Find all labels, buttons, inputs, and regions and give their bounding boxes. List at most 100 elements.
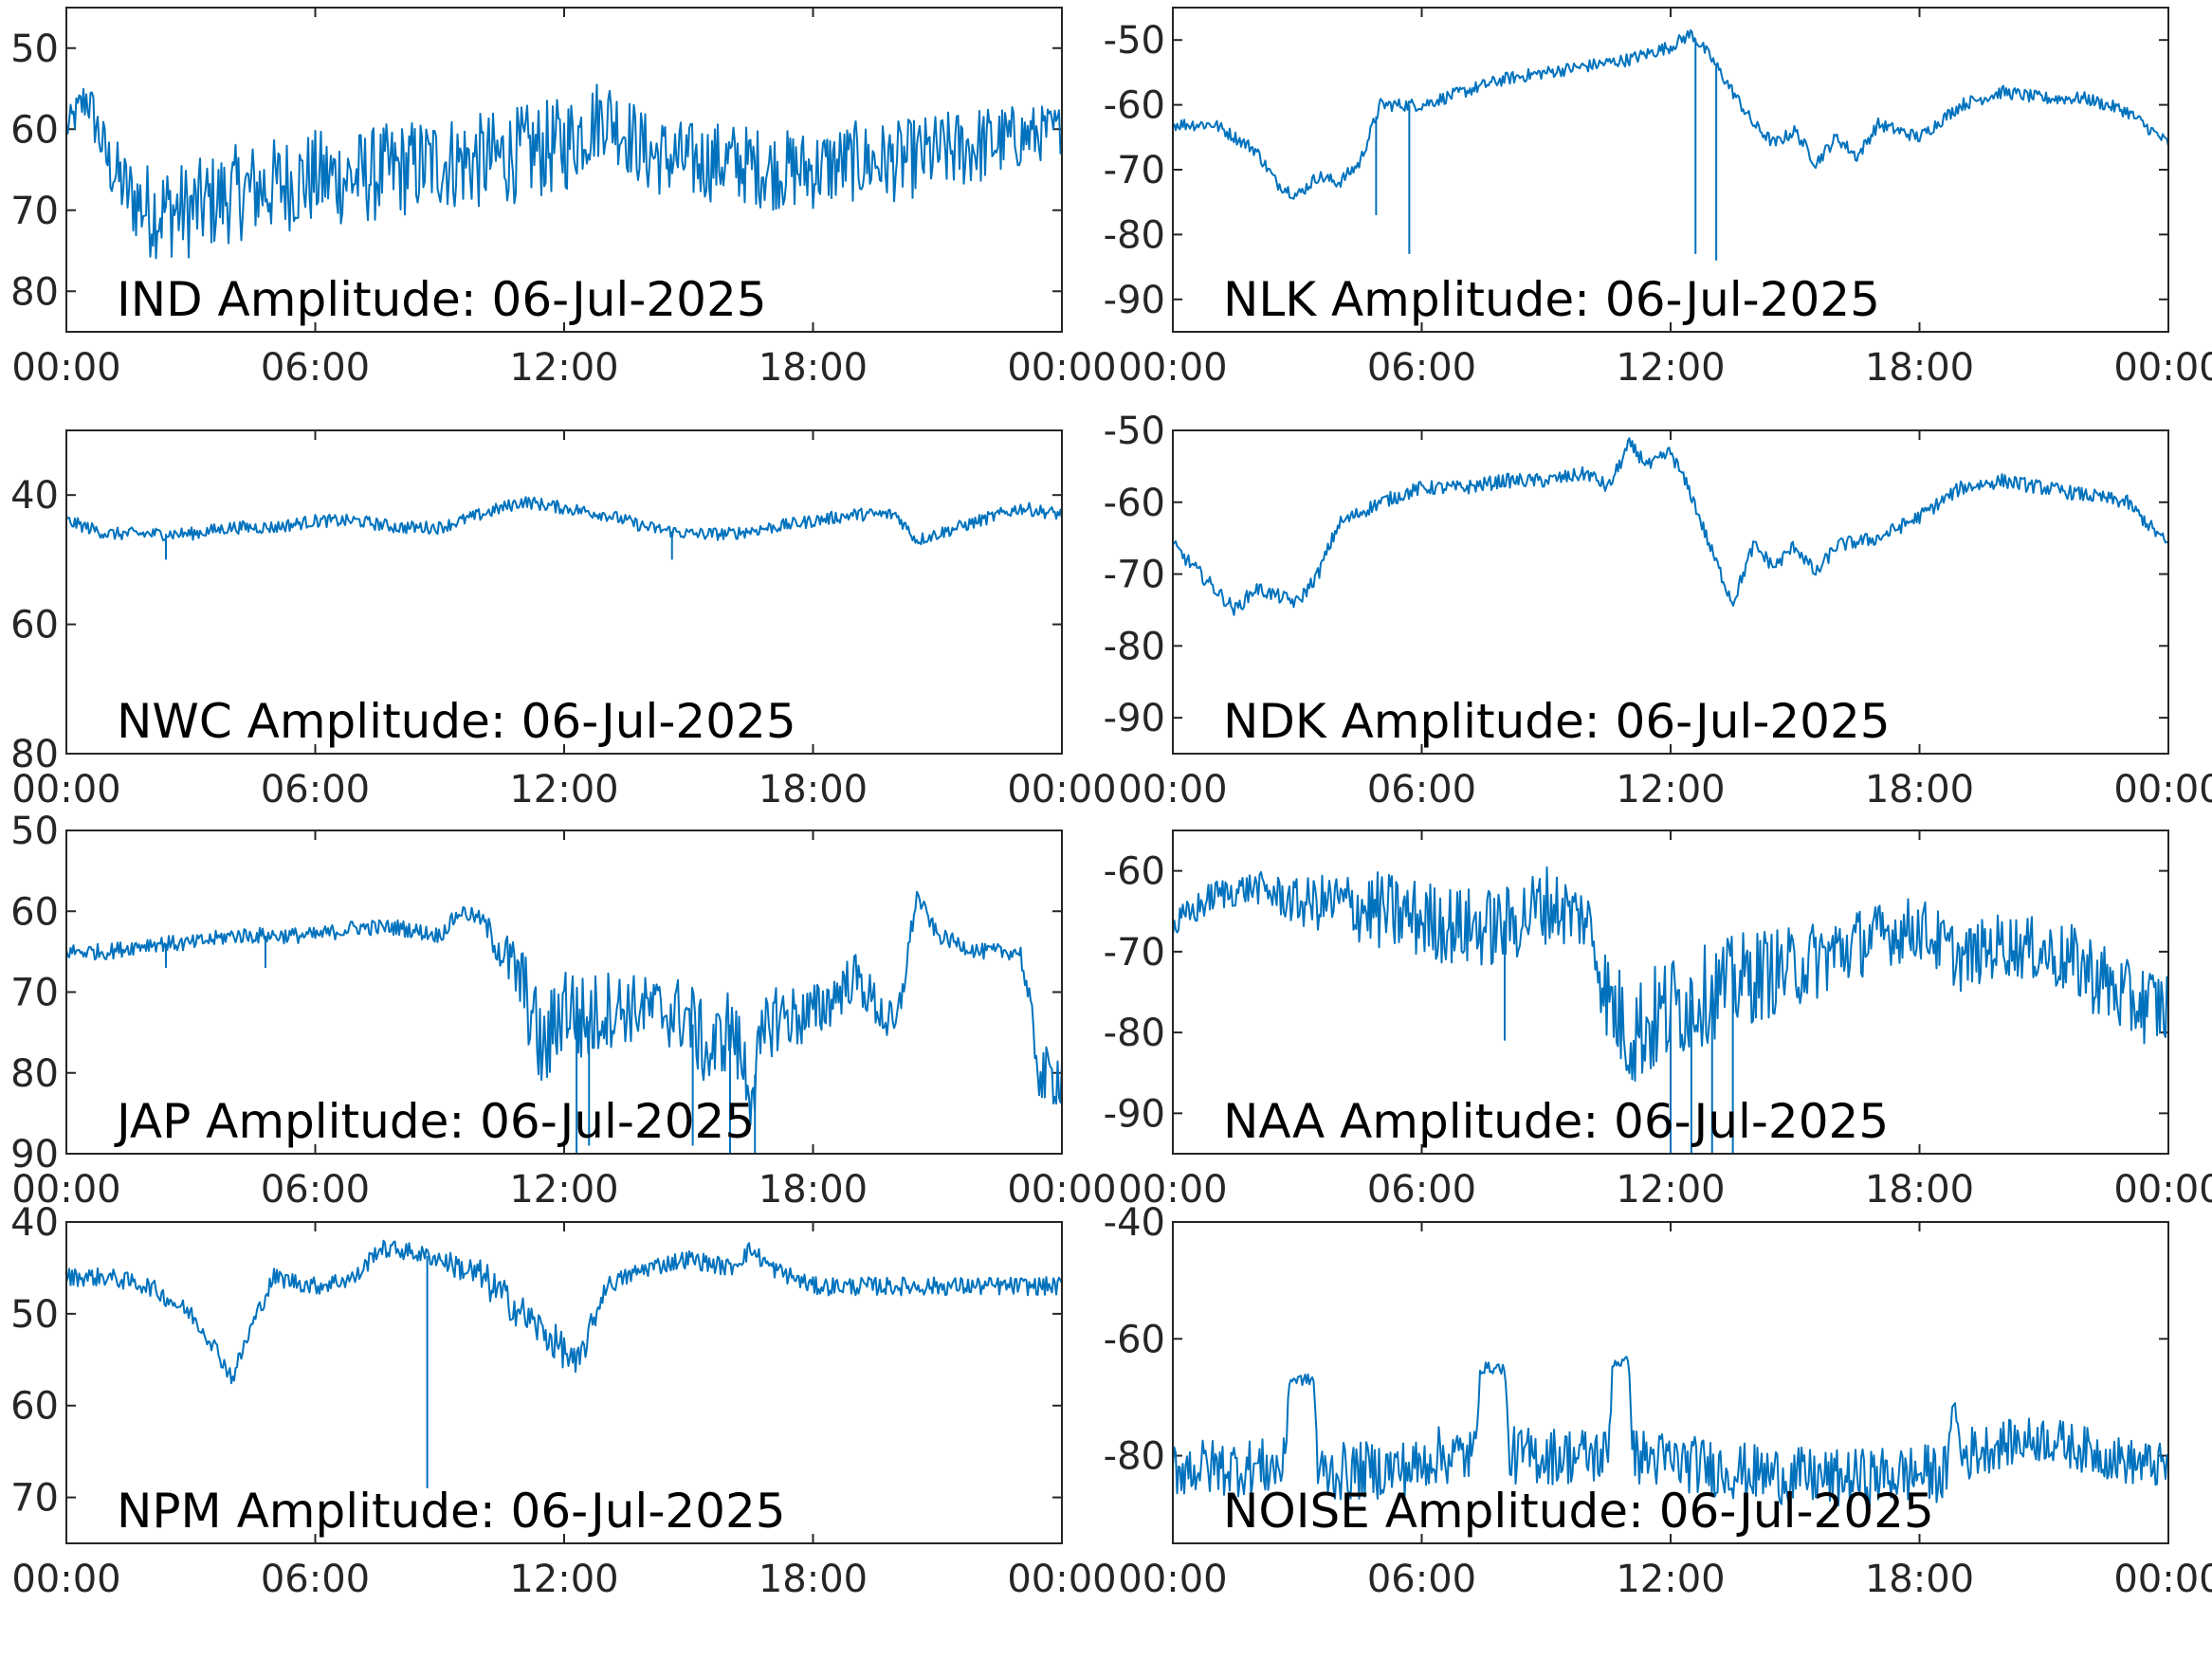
- x-tick-label: 00:00: [1007, 1168, 1116, 1212]
- x-tick-label: 06:00: [261, 1558, 370, 1601]
- panel-1: -50 -60 -70 -80 -90 00:00 06:00 12:00 18:00 00:00…: [1104, 7, 2212, 390]
- y-tick-label: -70: [1104, 554, 1165, 597]
- panel-title: NAA Amplitude: 06-Jul-2025: [1223, 1094, 1889, 1149]
- panel-0: 50 60 70 80 00:00 06:00 12:00 18:00 00:00 IND Amp…: [10, 7, 1117, 390]
- y-tick-label: 90: [10, 1133, 59, 1176]
- amplitude-trace: [1173, 1356, 2168, 1507]
- y-tick-label: 40: [10, 474, 59, 518]
- x-tick-label: 00:00: [2113, 346, 2212, 390]
- amplitude-trace: [66, 890, 1062, 1126]
- x-tick-label: 12:00: [1616, 1558, 1725, 1601]
- x-tick-label: 18:00: [759, 1558, 868, 1601]
- y-tick-label: -60: [1104, 850, 1165, 894]
- y-tick-label: -70: [1104, 149, 1165, 192]
- x-tick-label: 18:00: [759, 768, 868, 811]
- x-tick-label: 00:00: [1118, 768, 1227, 811]
- y-tick-label: 70: [10, 190, 59, 233]
- panel-title: NOISE Amplitude: 06-Jul-2025: [1223, 1484, 1934, 1539]
- x-tick-label: 06:00: [1367, 346, 1476, 390]
- x-tick-label: 18:00: [759, 346, 868, 390]
- y-tick-label: -90: [1104, 279, 1165, 322]
- x-tick-label: 12:00: [509, 1558, 618, 1601]
- y-tick-label: 60: [10, 604, 59, 647]
- y-tick-label: 50: [10, 1293, 59, 1337]
- panel-7: -40 -60 -80 00:00 06:00 12:00 18:00 00:00 NOISE …: [1104, 1201, 2212, 1601]
- x-tick-label: 06:00: [1367, 1168, 1476, 1212]
- panel-title: JAP Amplitude: 06-Jul-2025: [114, 1094, 755, 1149]
- axes-frame: [65, 429, 1063, 755]
- x-tick-label: 00:00: [2113, 1558, 2212, 1601]
- x-tick-label: 18:00: [1865, 346, 1974, 390]
- x-tick-label: 00:00: [1007, 346, 1116, 390]
- panel-title: NWC Amplitude: 06-Jul-2025: [117, 694, 796, 749]
- y-tick-label: 80: [10, 270, 59, 314]
- y-tick-label: 60: [10, 890, 59, 934]
- amplitude-trace: [66, 496, 1062, 546]
- y-tick-label: -90: [1104, 697, 1165, 740]
- panel-title: IND Amplitude: 06-Jul-2025: [117, 272, 767, 327]
- x-tick-label: 00:00: [1007, 1558, 1116, 1601]
- y-tick-label: -50: [1104, 19, 1165, 63]
- y-tick-label: 50: [10, 27, 59, 71]
- x-tick-label: 12:00: [509, 346, 618, 390]
- panel-title: NDK Amplitude: 06-Jul-2025: [1223, 694, 1891, 749]
- y-tick-label: -80: [1104, 1435, 1165, 1479]
- y-tick-label: -80: [1104, 213, 1165, 257]
- panel-5: -60 -70 -80 -90 00:00 06:00 12:00 18:00 00:00 NAA…: [1104, 830, 2212, 1212]
- x-tick-label: 12:00: [1616, 1168, 1725, 1212]
- x-tick-label: 06:00: [1367, 1558, 1476, 1601]
- x-tick-label: 00:00: [11, 1168, 120, 1212]
- x-tick-label: 12:00: [509, 768, 618, 811]
- y-tick-label: 60: [10, 1385, 59, 1429]
- x-tick-label: 12:00: [1616, 768, 1725, 811]
- y-tick-label: -80: [1104, 1012, 1165, 1055]
- x-tick-label: 06:00: [261, 1168, 370, 1212]
- y-tick-label: -70: [1104, 931, 1165, 975]
- y-tick-label: 80: [10, 733, 59, 776]
- y-tick-label: -60: [1104, 84, 1165, 128]
- panel-title: NPM Amplitude: 06-Jul-2025: [117, 1484, 786, 1539]
- panel-3: -50 -60 -70 -80 -90 00:00 06:00 12:00 18:00 00:00…: [1104, 410, 2212, 811]
- x-tick-label: 00:00: [11, 346, 120, 390]
- axes-frame: [65, 830, 1063, 1155]
- x-tick-label: 18:00: [1865, 1168, 1974, 1212]
- x-tick-label: 12:00: [1616, 346, 1725, 390]
- x-tick-label: 00:00: [1007, 768, 1116, 811]
- axes-frame: [65, 7, 1063, 333]
- y-tick-label: 70: [10, 972, 59, 1015]
- y-tick-label: 60: [10, 108, 59, 152]
- y-tick-label: -40: [1104, 1201, 1165, 1245]
- x-tick-label: 06:00: [261, 346, 370, 390]
- x-tick-label: 00:00: [2113, 1168, 2212, 1212]
- x-tick-label: 18:00: [1865, 1558, 1974, 1601]
- x-tick-label: 00:00: [1118, 1558, 1227, 1601]
- y-tick-label: -50: [1104, 410, 1165, 453]
- x-tick-label: 00:00: [11, 768, 120, 811]
- x-tick-label: 00:00: [1118, 346, 1227, 390]
- x-tick-label: 06:00: [1367, 768, 1476, 811]
- y-tick-label: -60: [1104, 482, 1165, 525]
- y-tick-label: -60: [1104, 1318, 1165, 1361]
- y-tick-label: 40: [10, 1201, 59, 1245]
- axes-frame: [1172, 7, 2169, 333]
- x-tick-label: 12:00: [509, 1168, 618, 1212]
- panel-6: 40 50 60 70 00:00 06:00 12:00 18:00 00:00 NPM Amp…: [10, 1201, 1117, 1601]
- axes-frame: [1172, 429, 2169, 755]
- x-tick-label: 00:00: [11, 1558, 120, 1601]
- y-tick-label: -90: [1104, 1092, 1165, 1136]
- y-tick-label: -80: [1104, 625, 1165, 668]
- x-tick-label: 18:00: [759, 1168, 868, 1212]
- y-tick-label: 70: [10, 1477, 59, 1521]
- x-tick-label: 18:00: [1865, 768, 1974, 811]
- x-tick-label: 06:00: [261, 768, 370, 811]
- amplitude-trace: [66, 1239, 1062, 1385]
- amplitude-trace: [66, 83, 1062, 260]
- panel-title: NLK Amplitude: 06-Jul-2025: [1223, 272, 1880, 327]
- amplitude-trace: [1173, 29, 2168, 200]
- x-tick-label: 00:00: [2113, 768, 2212, 811]
- y-tick-label: 80: [10, 1052, 59, 1096]
- x-tick-label: 00:00: [1118, 1168, 1227, 1212]
- amplitude-trace: [1173, 437, 2168, 616]
